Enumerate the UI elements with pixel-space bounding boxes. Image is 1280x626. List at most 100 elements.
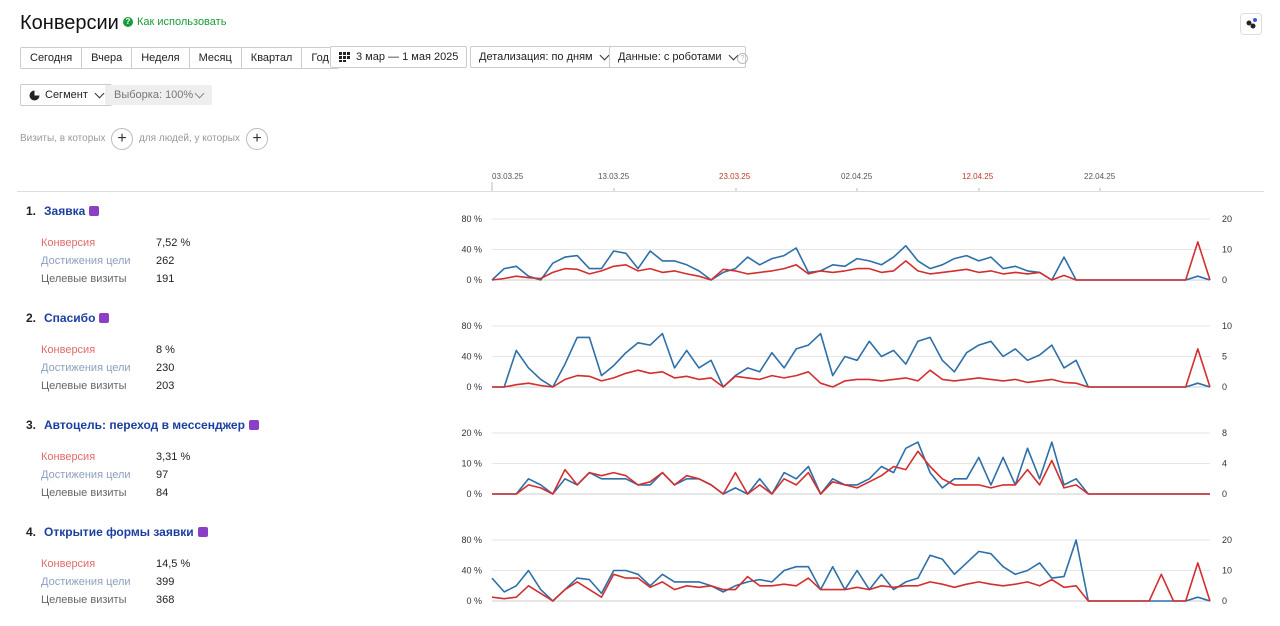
series-line-red bbox=[491, 562, 1211, 602]
goal-title[interactable]: 2. Спасибо bbox=[26, 311, 110, 325]
y-right-tick: 8 bbox=[1222, 428, 1227, 438]
detail-dropdown[interactable]: Детализация: по дням bbox=[470, 46, 617, 68]
y-left-tick: 0 % bbox=[466, 596, 482, 606]
detail-label: Детализация: по дням bbox=[479, 51, 593, 63]
y-right-tick: 10 bbox=[1222, 245, 1232, 255]
period-yesterday[interactable]: Вчера bbox=[81, 47, 133, 69]
help-link[interactable]: ? Как использовать bbox=[123, 16, 226, 28]
line-chart: 80 % 20 40 % 10 0 % 0 bbox=[461, 214, 1232, 285]
goal-chart: 80 % 20 40 % 10 0 % 0 bbox=[440, 531, 1240, 626]
pie-icon bbox=[29, 90, 40, 100]
goal-type-icon bbox=[99, 313, 110, 323]
y-left-tick: 40 % bbox=[461, 352, 482, 362]
goal-type-icon bbox=[197, 527, 208, 537]
y-right-tick: 0 bbox=[1222, 489, 1227, 499]
metric-label-visits: Целевые визиты bbox=[41, 487, 127, 499]
y-left-tick: 0 % bbox=[466, 275, 482, 285]
add-people-filter-button[interactable]: + bbox=[246, 128, 268, 150]
question-icon: ? bbox=[123, 17, 133, 27]
series-line-red bbox=[492, 450, 1210, 495]
metric-label-achievements: Достижения цели bbox=[41, 255, 131, 267]
goal-name: Спасибо bbox=[44, 311, 96, 325]
y-left-tick: 0 % bbox=[466, 489, 482, 499]
data-mode-label: Данные: с роботами bbox=[618, 51, 722, 63]
goal-name: Открытие формы заявки bbox=[44, 525, 194, 539]
y-right-tick: 10 bbox=[1222, 321, 1232, 331]
info-icon[interactable]: ? bbox=[737, 53, 748, 64]
assistant-logo-button[interactable] bbox=[1240, 13, 1262, 35]
goal-chart: 20 % 8 10 % 4 0 % 0 bbox=[440, 424, 1240, 519]
timeline-date: 22.04.25 bbox=[1084, 172, 1116, 181]
goal-name: Автоцель: переход в мессенджер bbox=[44, 418, 245, 432]
y-left-tick: 80 % bbox=[461, 321, 482, 331]
goal-number: 3. bbox=[26, 418, 37, 432]
series-line-red bbox=[492, 348, 1211, 388]
chevron-down-icon bbox=[94, 88, 105, 98]
line-chart: 20 % 8 10 % 4 0 % 0 bbox=[461, 428, 1227, 499]
date-range-button[interactable]: 3 мар — 1 мая 2025 bbox=[330, 46, 468, 68]
page-title: Конверсии bbox=[20, 12, 119, 34]
data-mode-dropdown[interactable]: Данные: с роботами bbox=[609, 46, 746, 68]
chevron-down-icon bbox=[194, 88, 205, 98]
y-left-tick: 0 % bbox=[466, 382, 482, 392]
metric-value-conversion: 8 % bbox=[156, 344, 175, 356]
period-week[interactable]: Неделя bbox=[131, 47, 190, 69]
metric-value-conversion: 3,31 % bbox=[156, 451, 191, 463]
y-right-tick: 10 bbox=[1222, 566, 1232, 576]
metric-value-achievements: 262 bbox=[156, 255, 175, 267]
period-month[interactable]: Месяц bbox=[188, 47, 242, 69]
date-range-label: 3 мар — 1 мая 2025 bbox=[356, 51, 459, 63]
line-chart: 80 % 10 40 % 5 0 % 0 bbox=[461, 321, 1232, 392]
y-right-tick: 20 bbox=[1222, 535, 1232, 545]
goal-type-icon bbox=[248, 420, 259, 430]
metric-label-achievements: Достижения цели bbox=[41, 469, 131, 481]
sample-label: Выборка: 100% bbox=[114, 89, 194, 101]
metric-value-achievements: 97 bbox=[156, 469, 169, 481]
metric-label-visits: Целевые визиты bbox=[41, 594, 127, 606]
timeline-date: 02.04.25 bbox=[841, 172, 873, 181]
y-left-tick: 10 % bbox=[461, 459, 482, 469]
goal-number: 2. bbox=[26, 311, 37, 325]
goal-chart: 80 % 20 40 % 10 0 % 0 bbox=[440, 210, 1240, 305]
sample-dropdown[interactable]: Выборка: 100% bbox=[105, 85, 213, 105]
metric-value-achievements: 230 bbox=[156, 362, 175, 374]
timeline-date: 03.03.25 bbox=[492, 172, 524, 181]
divider bbox=[17, 191, 1264, 192]
goal-chart: 80 % 10 40 % 5 0 % 0 bbox=[440, 317, 1240, 412]
metric-label-achievements: Достижения цели bbox=[41, 362, 131, 374]
series-line-blue bbox=[491, 244, 1211, 281]
timeline-date: 23.03.25 bbox=[719, 172, 751, 181]
period-quarter[interactable]: Квартал bbox=[240, 47, 303, 69]
metric-label-conversion: Конверсия bbox=[41, 451, 96, 463]
chevron-down-icon bbox=[599, 50, 610, 60]
period-selector: Сегодня Вчера Неделя Месяц Квартал Год bbox=[20, 47, 339, 69]
goal-type-icon bbox=[89, 206, 100, 216]
add-visits-filter-button[interactable]: + bbox=[111, 128, 133, 150]
metric-label-conversion: Конверсия bbox=[41, 344, 96, 356]
metric-value-visits: 191 bbox=[156, 273, 175, 285]
timeline-date: 12.04.25 bbox=[962, 172, 994, 181]
goal-name: Заявка bbox=[44, 204, 86, 218]
timeline-date: 13.03.25 bbox=[598, 172, 630, 181]
goal-title[interactable]: 1. Заявка bbox=[26, 204, 100, 218]
series-line-red bbox=[491, 241, 1211, 281]
y-left-tick: 40 % bbox=[461, 245, 482, 255]
y-right-tick: 5 bbox=[1222, 352, 1227, 362]
y-right-tick: 0 bbox=[1222, 596, 1227, 606]
y-left-tick: 20 % bbox=[461, 428, 482, 438]
segment-button[interactable]: Сегмент bbox=[20, 84, 112, 106]
metric-value-visits: 84 bbox=[156, 487, 169, 499]
metric-value-visits: 203 bbox=[156, 380, 175, 392]
help-link-label: Как использовать bbox=[137, 16, 227, 28]
goal-number: 1. bbox=[26, 204, 37, 218]
visits-filter-label: Визиты, в которых bbox=[20, 133, 106, 144]
goal-title[interactable]: 4. Открытие формы заявки bbox=[26, 525, 208, 539]
segment-label: Сегмент bbox=[45, 89, 88, 101]
goal-title[interactable]: 3. Автоцель: переход в мессенджер bbox=[26, 418, 259, 432]
metric-value-conversion: 14,5 % bbox=[156, 558, 191, 570]
metric-label-visits: Целевые визиты bbox=[41, 380, 127, 392]
y-right-tick: 4 bbox=[1222, 459, 1227, 469]
period-today[interactable]: Сегодня bbox=[20, 47, 83, 69]
assistant-logo-icon bbox=[1246, 18, 1257, 29]
line-chart: 80 % 20 40 % 10 0 % 0 bbox=[461, 535, 1232, 606]
